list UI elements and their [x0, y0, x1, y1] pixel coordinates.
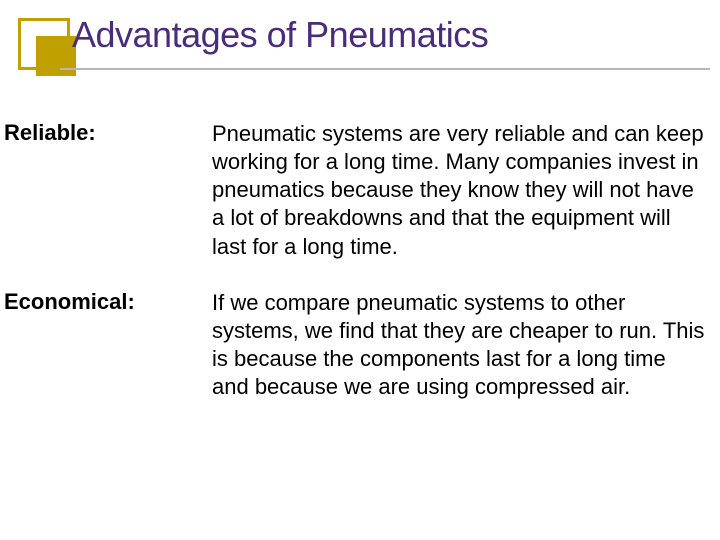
slide-title: Advantages of Pneumatics — [72, 14, 488, 56]
item-row: Reliable: Pneumatic systems are very rel… — [0, 120, 706, 261]
title-decoration — [18, 18, 80, 80]
item-row: Economical: If we compare pneumatic syst… — [0, 289, 706, 402]
title-underline — [60, 68, 710, 70]
item-description: Pneumatic systems are very reliable and … — [212, 120, 706, 261]
inner-square — [36, 36, 76, 76]
item-description: If we compare pneumatic systems to other… — [212, 289, 706, 402]
content-area: Reliable: Pneumatic systems are very rel… — [0, 120, 706, 401]
item-label: Reliable: — [0, 120, 212, 146]
item-label: Economical: — [0, 289, 212, 315]
